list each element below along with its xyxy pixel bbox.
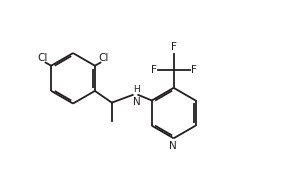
- Text: Cl: Cl: [37, 53, 48, 63]
- Text: Cl: Cl: [98, 53, 109, 63]
- Text: H: H: [133, 85, 140, 94]
- Text: F: F: [151, 65, 156, 75]
- Text: N: N: [133, 97, 141, 107]
- Text: F: F: [191, 65, 197, 75]
- Text: F: F: [171, 42, 177, 52]
- Text: N: N: [168, 141, 176, 151]
